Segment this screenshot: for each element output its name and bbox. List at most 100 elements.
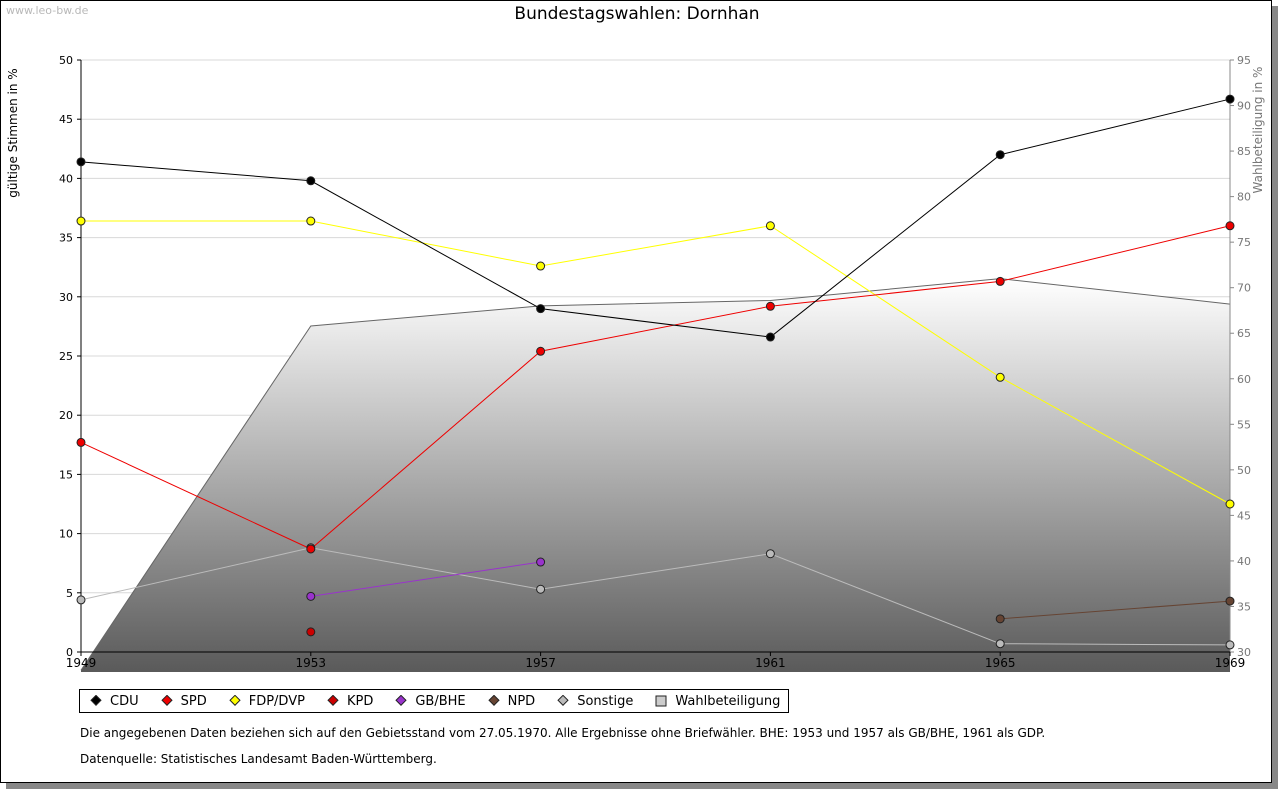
x-tick-label-1949: 1949	[66, 656, 97, 670]
point-cdu-1949	[76, 157, 86, 167]
point-sonstige-1965	[995, 639, 1005, 649]
chart-legend: CDU SPD FDP/DVP KPD GB/BHE NPD Sonstige Wahlbet…	[79, 689, 790, 713]
y-tick-label-40: 40	[59, 172, 73, 185]
legend-item-spd: SPD	[155, 694, 207, 709]
y2-tick-label-85: 85	[1237, 145, 1251, 158]
x-tick-label-1965: 1965	[985, 656, 1016, 670]
point-kpd-1953	[306, 627, 316, 637]
series-line-cdu	[80, 98, 1231, 338]
legend-item-sonstige: Sonstige	[551, 694, 633, 709]
legend-swatch-spd	[160, 695, 173, 706]
y2-tick-label-80: 80	[1237, 191, 1251, 204]
legend-label-cdu: CDU	[110, 693, 139, 709]
series-line-spd	[80, 225, 1231, 550]
series-line-npd	[1000, 600, 1231, 620]
legend-label-sonstige: Sonstige	[577, 693, 634, 709]
chart-title: Bundestagswahlen: Dornhan	[514, 4, 760, 24]
y2-tick-label-95: 95	[1237, 54, 1251, 67]
point-cdu-1969	[1225, 94, 1235, 104]
point-gb-bhe-1957	[536, 557, 546, 567]
point-npd-1965	[995, 614, 1005, 624]
point-sonstige-1969	[1225, 640, 1235, 650]
legend-swatch-gb-bhe	[395, 695, 407, 706]
y-tick-label-0: 0	[66, 646, 73, 659]
point-sonstige-1957	[536, 584, 546, 594]
y2-tick-label-75: 75	[1237, 236, 1251, 249]
y2-tick-label-65: 65	[1237, 327, 1251, 340]
point-cdu-1957	[536, 304, 546, 314]
point-fdp-dvp-1969	[1225, 499, 1235, 509]
y-tick-label-35: 35	[59, 232, 73, 245]
y-tick-label-30: 30	[59, 291, 73, 304]
legend-marker-spd	[160, 695, 173, 706]
legend-marker-wahlbeteiligung	[655, 695, 667, 707]
y2-tick-label-90: 90	[1237, 100, 1251, 113]
legend-swatch-fdp-dvp	[229, 695, 241, 706]
point-fdp-dvp-1949	[76, 216, 86, 226]
legend-marker-cdu	[90, 695, 102, 706]
legend-item-kpd: KPD	[321, 694, 373, 709]
y2-tick-label-45: 45	[1237, 509, 1251, 522]
legend-label-gb-bhe: GB/BHE	[415, 693, 466, 709]
x-tick-label-1957: 1957	[525, 656, 556, 670]
legend-label-wahlbeteiligung: Wahlbeteiligung	[675, 693, 781, 709]
legend-marker-kpd	[327, 695, 339, 706]
legend-item-npd: NPD	[482, 693, 536, 709]
x-tick-label-1961: 1961	[755, 656, 786, 670]
legend-marker-npd	[487, 695, 500, 706]
point-spd-1949	[76, 437, 86, 447]
y2-tick-label-30: 30	[1237, 646, 1251, 659]
legend-label-kpd: KPD	[346, 693, 374, 709]
legend-swatch-kpd	[327, 695, 339, 706]
note-datenquelle: Datenquelle: Statistisches Landesamt Bad…	[80, 752, 437, 766]
legend-item-cdu: CDU	[84, 694, 139, 709]
y2-axis-title: Wahlbeteiligung in %	[1251, 67, 1265, 194]
legend-swatch-npd	[487, 695, 500, 706]
y-axis-title: gültige Stimmen in %	[6, 68, 20, 197]
y2-tick-label-40: 40	[1237, 555, 1251, 568]
point-cdu-1965	[995, 150, 1005, 160]
y2-tick-label-35: 35	[1237, 600, 1251, 613]
point-fdp-dvp-1965	[995, 372, 1005, 382]
note-gebietsstand: Die angegebenen Daten beziehen sich auf …	[80, 726, 1046, 740]
legend-swatch-wahlbeteiligung	[655, 695, 667, 707]
point-fdp-dvp-1957	[536, 261, 546, 271]
y2-tick-label-60: 60	[1237, 373, 1251, 386]
point-gb-bhe-1953	[306, 591, 316, 601]
legend-label-spd: SPD	[180, 693, 207, 709]
series-line-sonstige	[80, 547, 1231, 646]
legend-item-gb-bhe: GB/BHE	[389, 693, 466, 709]
point-spd-1953	[306, 544, 316, 554]
point-npd-1969	[1225, 596, 1235, 606]
y-tick-label-45: 45	[59, 113, 73, 126]
legend-label-fdp-dvp: FDP/DVP	[248, 693, 305, 709]
legend-marker-sonstige	[557, 695, 569, 706]
turnout-area-outline	[80, 278, 1231, 671]
point-sonstige-1949	[76, 595, 86, 605]
point-cdu-1953	[306, 176, 316, 186]
y-tick-label-10: 10	[59, 528, 73, 541]
point-sonstige-1961	[765, 549, 775, 559]
legend-marker-gb-bhe	[395, 695, 407, 706]
series-line-fdp-dvp	[81, 220, 1231, 505]
y2-tick-label-50: 50	[1237, 464, 1251, 477]
watermark: www.leo-bw.de	[6, 4, 89, 17]
point-fdp-dvp-1961	[765, 221, 775, 231]
legend-swatch-cdu	[90, 695, 102, 706]
point-spd-1965	[995, 276, 1005, 286]
turnout-area-fill	[81, 278, 1230, 672]
frame-shadow-right	[1272, 6, 1278, 785]
y-tick-label-20: 20	[59, 409, 73, 422]
y-tick-label-5: 5	[66, 587, 73, 600]
point-spd-1957	[536, 346, 546, 356]
legend-item-wahlbeteiligung: Wahlbeteiligung	[649, 694, 780, 709]
legend-label-npd: NPD	[507, 693, 536, 709]
y-tick-label-25: 25	[59, 350, 73, 363]
frame-shadow-bottom	[6, 783, 1278, 789]
x-tick-label-1969: 1969	[1215, 656, 1246, 670]
legend-swatch-sonstige	[557, 695, 569, 706]
point-fdp-dvp-1953	[306, 216, 316, 226]
y2-tick-label-70: 70	[1237, 282, 1251, 295]
point-spd-1969	[1225, 221, 1235, 231]
